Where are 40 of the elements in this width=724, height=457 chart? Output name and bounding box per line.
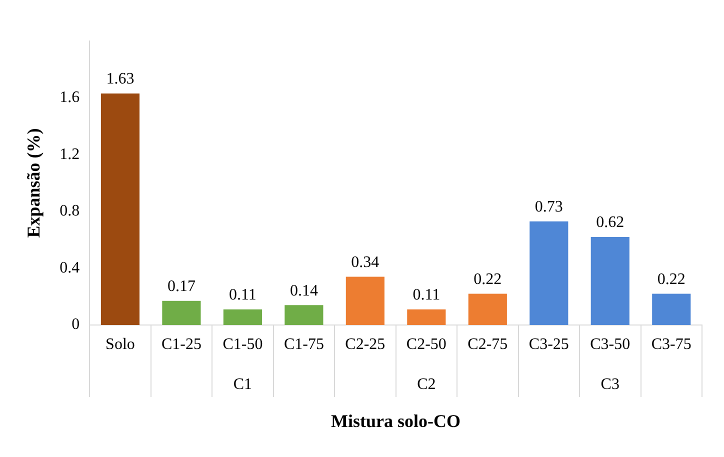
y-axis-title: Expansão (%) [23, 128, 44, 238]
x-tick-label: C1-50 [222, 336, 263, 353]
y-tick-label: 0.4 [60, 259, 80, 276]
data-label: 0.11 [412, 286, 440, 304]
bar [530, 221, 568, 325]
data-label: 0.62 [596, 214, 624, 232]
x-tick-label: C3-75 [651, 336, 692, 353]
x-tick-label: C3-25 [528, 336, 569, 353]
data-label: 0.14 [290, 282, 318, 300]
text: C3 [600, 376, 620, 394]
y-tick-label: 1.2 [60, 146, 80, 163]
bar [468, 294, 507, 325]
x-tick-label: C2-75 [468, 336, 508, 353]
data-label: 0.22 [657, 270, 686, 288]
data-label: 1.63 [106, 70, 134, 88]
bar [407, 309, 446, 325]
data-label: 0.11 [228, 286, 256, 304]
y-tick-label: 0.8 [60, 202, 80, 220]
y-tick-label: 0 [72, 316, 80, 334]
bar [652, 294, 691, 325]
data-label: 0.34 [351, 254, 380, 271]
data-label: 0.17 [167, 278, 196, 296]
data-label: 0.22 [474, 270, 502, 288]
bar [162, 300, 201, 325]
x-tick-label: C1-25 [161, 336, 202, 353]
bar [284, 305, 324, 325]
y-tick-label: 1.6 [60, 89, 80, 106]
bar [590, 236, 630, 325]
x-tick-label: Solo [106, 336, 135, 353]
x-tick-label: C2-25 [345, 336, 386, 353]
text: C1 [233, 376, 252, 394]
x-tick-label: C2-50 [406, 336, 446, 353]
bar [100, 94, 140, 325]
x-tick-label: C1-75 [284, 336, 324, 353]
data-label: 0.73 [534, 198, 563, 216]
bar [223, 309, 262, 325]
x-tick-label: C3-50 [590, 336, 630, 353]
x-axis-title: Mistura solo-CO [331, 410, 461, 431]
bar [346, 276, 384, 325]
text: C2 [417, 376, 436, 394]
